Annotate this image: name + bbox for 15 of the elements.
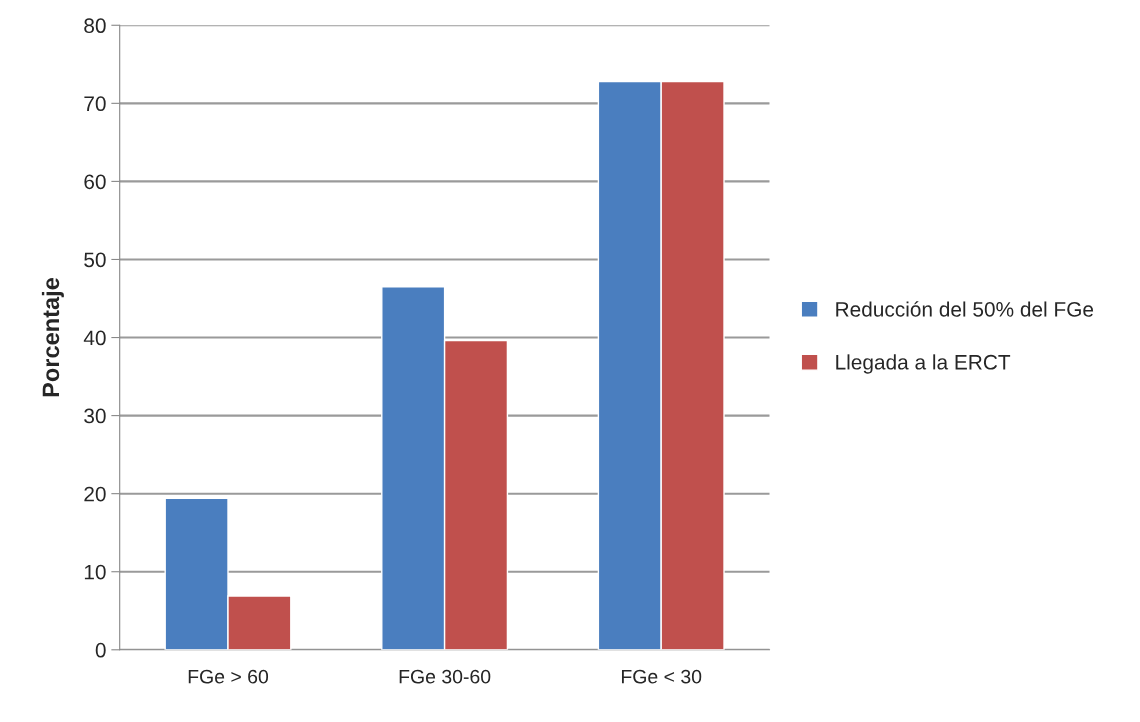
- x-tick-label: FGe 30-60: [399, 669, 491, 684]
- legend-label: Reducción del 50% del FGe: [836, 301, 1094, 317]
- y-tick-label: 60: [84, 174, 106, 190]
- y-tick-label: 0: [95, 642, 106, 658]
- legend-label: Llegada a la ERCT: [836, 354, 1011, 374]
- y-tick-label: 10: [84, 564, 106, 580]
- y-tick-label: 30: [84, 408, 106, 424]
- y-tick-label: 80: [84, 18, 106, 34]
- y-tick-label: 20: [84, 486, 106, 502]
- y-tick-label: 70: [84, 96, 106, 112]
- y-axis-title: Porcentaje: [41, 277, 64, 397]
- x-tick-label: FGe > 60: [188, 669, 269, 684]
- y-tick-label: 50: [84, 252, 106, 268]
- y-tick-label: 40: [83, 330, 106, 346]
- x-tick-label: FGe < 30: [622, 669, 702, 684]
